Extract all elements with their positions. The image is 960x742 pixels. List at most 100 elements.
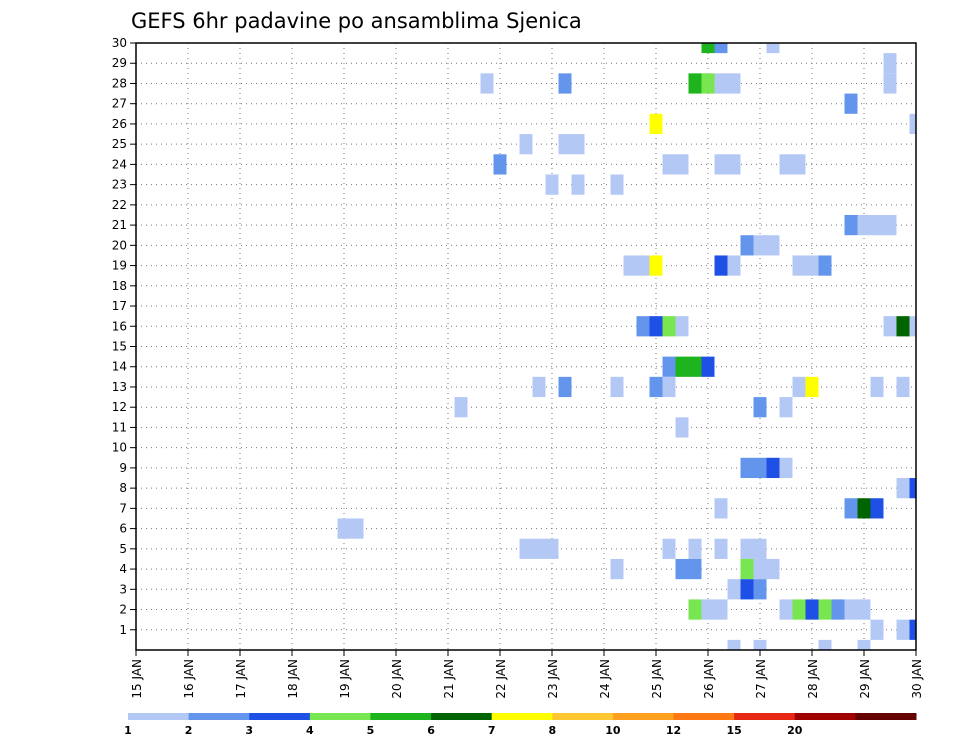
legend-color-swatch xyxy=(612,713,675,720)
heatmap-cell xyxy=(701,43,715,54)
heatmap-cell xyxy=(818,599,832,620)
legend-level-label: 1 xyxy=(124,724,132,737)
x-tick-label: 30 JAN xyxy=(910,659,924,699)
heatmap-cell xyxy=(766,457,780,479)
heatmap-cell xyxy=(649,255,663,276)
heatmap-cell xyxy=(558,134,572,155)
x-tick-label: 18 JAN xyxy=(286,659,300,699)
y-tick-label: 27 xyxy=(112,97,127,111)
y-tick-label: 26 xyxy=(112,117,127,131)
heatmap-cell xyxy=(688,356,702,377)
x-tick-label: 15 JAN xyxy=(130,659,144,699)
y-tick-label: 18 xyxy=(112,279,127,293)
heatmap-cell xyxy=(649,316,663,337)
x-tick-label: 19 JAN xyxy=(338,659,352,699)
heatmap-cell xyxy=(896,376,910,398)
heatmap-cell xyxy=(649,113,663,135)
legend-color-swatch xyxy=(128,713,190,720)
x-tick-label: 24 JAN xyxy=(598,659,612,699)
heatmap-cell xyxy=(610,174,624,195)
legend-color-swatch xyxy=(188,713,250,720)
y-tick-label: 20 xyxy=(112,238,127,252)
heatmap-cell xyxy=(675,558,689,580)
heatmap-cell xyxy=(545,538,559,559)
y-tick-label: 28 xyxy=(112,76,127,90)
y-tick-label: 21 xyxy=(112,218,127,232)
color-legend: 1 2 3 4 5 6 7 8 10 12 15 20 xyxy=(124,713,917,737)
heatmap-cell xyxy=(350,518,364,539)
heatmap-cell xyxy=(701,356,715,377)
legend-level-label: 3 xyxy=(245,724,253,737)
heatmap-cell xyxy=(662,376,676,398)
heatmap-cell xyxy=(727,154,741,175)
heatmap-cell xyxy=(740,538,754,559)
heatmap-cell xyxy=(714,255,728,276)
legend-color-swatch xyxy=(552,713,614,720)
heatmap-cell xyxy=(662,316,676,337)
y-tick-label: 13 xyxy=(112,380,127,394)
heatmap-cell xyxy=(701,73,715,94)
legend-level-label: 2 xyxy=(185,724,193,737)
heatmap-cell xyxy=(818,639,832,650)
heatmap-cell xyxy=(896,478,910,499)
heatmap-cell xyxy=(714,43,728,54)
heatmap-cell xyxy=(753,397,767,418)
heatmap-cell xyxy=(493,154,507,175)
heatmap-cell xyxy=(740,558,754,580)
heatmap-cell xyxy=(740,579,754,600)
heatmap-cell xyxy=(662,538,676,559)
legend-color-swatch xyxy=(673,713,735,720)
heatmap-cell xyxy=(779,397,793,418)
heatmap-cell xyxy=(714,498,728,519)
heatmap-cell xyxy=(727,73,741,94)
x-tick-label: 25 JAN xyxy=(650,659,664,699)
heatmap-cell xyxy=(753,457,767,479)
legend-color-swatch xyxy=(734,713,796,720)
legend-level-label: 7 xyxy=(488,724,496,737)
y-tick-label: 16 xyxy=(112,319,127,333)
y-tick-label: 6 xyxy=(119,522,127,536)
heatmap-cell xyxy=(753,639,767,650)
x-tick-label: 21 JAN xyxy=(442,659,456,699)
heatmap-cell xyxy=(870,214,884,236)
heatmap-cell xyxy=(480,73,494,94)
heatmap-cell xyxy=(753,558,767,580)
chart-title: GEFS 6hr padavine po ansamblima Sjenica xyxy=(131,9,582,33)
x-tick-label: 28 JAN xyxy=(806,659,820,699)
heatmap-cell xyxy=(532,538,546,559)
legend-level-label: 8 xyxy=(548,724,556,737)
heatmap-cell xyxy=(896,619,910,640)
heatmap-cell xyxy=(857,639,871,650)
heatmap-cell xyxy=(844,93,858,114)
legend-level-label: 20 xyxy=(787,724,803,737)
x-axis-ticks: 15 JAN 16 JAN 17 JAN 18 JAN 19 JAN 20 JAN 21 J… xyxy=(130,650,924,699)
heatmap-cell xyxy=(675,417,689,438)
heatmap-cells xyxy=(337,43,916,650)
heatmap-cell xyxy=(337,518,351,539)
heatmap-cell xyxy=(883,53,897,74)
heatmap-cell xyxy=(844,214,858,236)
y-tick-label: 10 xyxy=(112,441,127,455)
heatmap-cell xyxy=(610,558,624,580)
y-tick-label: 3 xyxy=(119,582,127,596)
heatmap-cell xyxy=(649,376,663,398)
legend-level-label: 6 xyxy=(427,724,435,737)
heatmap-cell xyxy=(701,599,715,620)
y-tick-label: 25 xyxy=(112,137,127,151)
x-tick-label: 22 JAN xyxy=(494,659,508,699)
heatmap-cell xyxy=(805,599,819,620)
heatmap-cell xyxy=(558,73,572,94)
heatmap-cell xyxy=(766,43,780,54)
legend-level-label: 12 xyxy=(666,724,681,737)
heatmap-cell xyxy=(753,235,767,256)
heatmap-cell xyxy=(636,316,650,337)
x-tick-label: 16 JAN xyxy=(182,659,196,699)
heatmap-cell xyxy=(909,113,916,135)
heatmap-cell xyxy=(753,579,767,600)
heatmap-cell xyxy=(675,316,689,337)
x-tick-label: 27 JAN xyxy=(754,659,768,699)
heatmap-cell xyxy=(714,538,728,559)
heatmap-cell xyxy=(675,154,689,175)
heatmap-cell xyxy=(675,356,689,377)
